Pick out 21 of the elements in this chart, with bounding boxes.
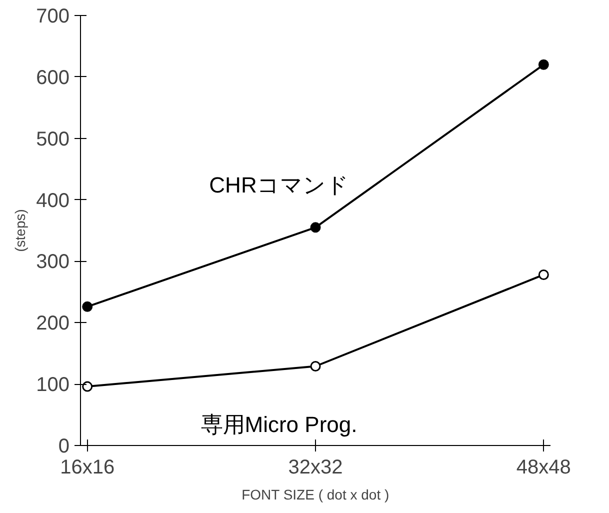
y-tick-label: 200: [36, 312, 70, 335]
series-label: CHRコマンド: [209, 172, 349, 198]
y-tick-label: 600: [36, 66, 70, 89]
x-axis-title: FONT SIZE ( dot x dot ): [242, 486, 390, 502]
point: [82, 301, 93, 312]
y-tick-label: 700: [36, 6, 70, 28]
y-tick-label: 500: [36, 128, 70, 150]
x-tick-label: 32x32: [288, 456, 343, 478]
y-tick-label: 100: [36, 374, 70, 396]
y-tick-label: 0: [58, 436, 70, 458]
point: [310, 222, 321, 233]
point: [310, 361, 321, 372]
y-axis-title: (steps): [12, 209, 28, 252]
x-tick-label: 48x48: [516, 456, 571, 478]
series-label: 専用Micro Prog.: [200, 412, 358, 437]
y-tick-label: 400: [36, 190, 70, 212]
point: [538, 269, 549, 280]
y-tick-label: 300: [36, 251, 70, 274]
point: [82, 381, 93, 392]
x-tick-label: 16x16: [60, 456, 115, 478]
point: [538, 59, 549, 70]
